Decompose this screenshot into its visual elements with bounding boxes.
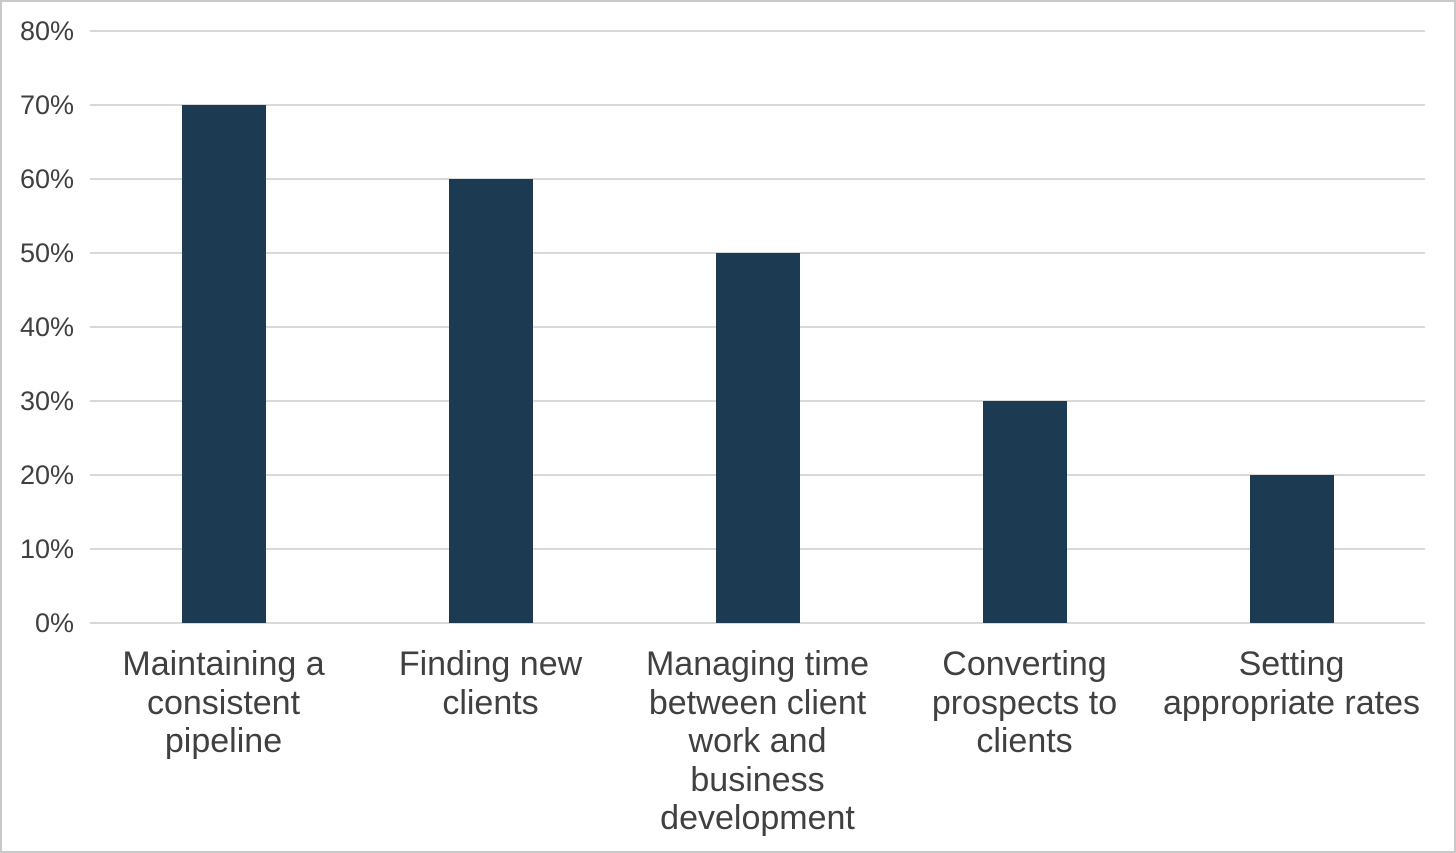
bar-4: [982, 401, 1067, 623]
x-category-label-5: Setting appropriate rates: [1162, 645, 1421, 722]
gridline-60: [90, 178, 1425, 180]
gridline-0: [90, 622, 1425, 624]
y-tick-label-50: 50%: [19, 238, 74, 268]
x-category-label-2: Finding new clients: [398, 645, 583, 722]
bar-2: [448, 179, 533, 623]
y-tick-label-20: 20%: [19, 460, 74, 490]
x-category-label-1: Maintaining a consistent pipeline: [122, 645, 325, 760]
gridline-70: [90, 104, 1425, 106]
bar-1: [181, 105, 266, 623]
y-tick-label-80: 80%: [19, 16, 74, 46]
bar-3: [715, 253, 800, 623]
y-tick-label-30: 30%: [19, 386, 74, 416]
gridline-80: [90, 30, 1425, 32]
y-tick-label-70: 70%: [19, 90, 74, 120]
x-category-label-4: Converting prospects to clients: [931, 645, 1118, 760]
y-tick-label-60: 60%: [19, 164, 74, 194]
x-category-label-3: Managing time between client work and bu…: [645, 645, 869, 837]
y-tick-label-10: 10%: [19, 534, 74, 564]
bar-5: [1249, 475, 1334, 623]
y-tick-label-40: 40%: [19, 312, 74, 342]
y-tick-label-0: 0%: [34, 608, 74, 638]
plot-area: [90, 30, 1425, 624]
